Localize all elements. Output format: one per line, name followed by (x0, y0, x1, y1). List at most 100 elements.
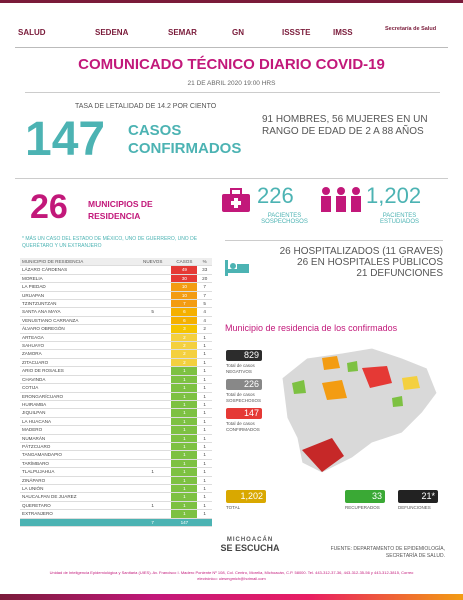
table-row: HUIRAMBA 1 1 (20, 400, 212, 410)
municipio: LÁZARO CÁRDENAS (20, 265, 134, 275)
casos: 6 (171, 316, 198, 326)
municipio: URUAPAN (20, 291, 134, 301)
casos: 10 (171, 282, 198, 292)
pct: 1 (197, 492, 212, 502)
municipio: CHAVINDA (20, 375, 134, 385)
nuevos (134, 299, 172, 309)
table-row: TLALPUJAHUA 1 1 1 (20, 467, 212, 477)
table-row: ZITACUARO 2 1 (20, 358, 212, 368)
studied-number: 1,202 (366, 183, 422, 208)
nuevos (134, 349, 172, 359)
pct: 1 (197, 408, 212, 418)
casos: 1 (171, 442, 198, 452)
casos: 2 (171, 333, 198, 343)
stat-number: 1,202 (226, 490, 266, 503)
casos: 1 (171, 459, 198, 469)
table-row: TARÍMBARO 1 1 (20, 459, 212, 469)
pct: 4 (197, 307, 212, 317)
casos: 1 (171, 425, 198, 435)
nuevos (134, 265, 172, 275)
municipio: PÁTZCUARO (20, 442, 134, 452)
municipio: EXTRANJERO (20, 509, 134, 519)
nuevos (134, 484, 172, 494)
pct: 20 (197, 274, 212, 284)
suspect-icon (222, 188, 250, 212)
casos: 1 (171, 366, 198, 376)
municipio: TZINTZUNTZAN (20, 299, 134, 309)
source: FUENTE: DEPARTAMENTO DE EPIDEMIOLOGÍA, S… (330, 546, 445, 559)
casos: 1 (171, 476, 198, 485)
table-row: TZINTZUNTZAN 7 5 (20, 299, 212, 309)
people-icon (321, 187, 361, 212)
pct: 1 (197, 417, 212, 427)
pct: 1 (197, 383, 212, 393)
rule (15, 47, 448, 48)
column-header: % (197, 258, 212, 267)
column-header: NUEVOS (134, 258, 172, 267)
table-row: LA PIEDAD 10 7 (20, 282, 212, 292)
nuevos (134, 375, 172, 385)
date: 21 DE ABRIL 2020 19:00 HRS (187, 80, 276, 87)
municipalities-label: MUNICIPIOS DE RESIDENCIA (88, 199, 153, 221)
casos: 2 (171, 341, 198, 351)
demographics: 91 HOMBRES, 56 MUJERES EN UN RANGO DE ED… (262, 114, 428, 137)
map-title: Municipio de residencia de los confirmad… (225, 323, 398, 333)
municipalities-number: 26 (30, 188, 68, 226)
nuevos (134, 316, 172, 326)
nuevos (134, 476, 172, 485)
suspected-label: PACIENTES SOSPECHOSOS (261, 213, 308, 225)
bed-icon (225, 260, 249, 276)
casos: 2 (171, 349, 198, 359)
table-row: JIQUILPAN 1 1 (20, 408, 212, 418)
municipio: ZINÁPARO (20, 476, 134, 485)
municipio: SAHUAYO (20, 341, 134, 351)
pct: 1 (197, 459, 212, 469)
table-total: 7 147 (20, 518, 212, 528)
municipio: MORELIA (20, 274, 134, 284)
logo: Secretaría de Salud (385, 26, 437, 32)
hospital-line: 21 DEFUNCIONES (356, 268, 443, 279)
table-row: PÁTZCUARO 1 1 (20, 442, 212, 452)
table-row: SANTA ANA MAYA 5 6 4 (20, 307, 212, 317)
legend-label: Total de casos SOSPECHOSOS (226, 392, 262, 403)
nuevos (134, 408, 172, 418)
municipio: ZITACUARO (20, 358, 134, 368)
table-row: NUMARÁN 1 1 (20, 434, 212, 443)
municipio: JIQUILPAN (20, 408, 134, 418)
lethality: TASA DE LETALIDAD DE 14.2 POR CIENTO (75, 103, 217, 110)
table: MUNICIPIO DE RESIDENCIA NUEVOS CASOS% LÁZAR… (20, 258, 212, 528)
table-row: LA HUACANA 1 1 (20, 417, 212, 427)
table-row: COTIJA 1 1 (20, 383, 212, 393)
pct: 1 (197, 509, 212, 519)
table-row: MADERO 1 1 (20, 425, 212, 435)
pct: 1 (197, 450, 212, 460)
casos: 49 (171, 265, 198, 275)
municipio: LA PIEDAD (20, 282, 134, 292)
table-row: EXTRANJERO 1 1 (20, 509, 212, 519)
pct: 1 (197, 333, 212, 343)
table-row: CHAVINDA 1 1 (20, 375, 212, 385)
rule (225, 240, 443, 241)
address: Unidad de Inteligencia Epidemiológica y … (49, 570, 414, 581)
municipio: ÁLVARO OBREGÓN (20, 324, 134, 334)
map (281, 347, 438, 474)
nuevos (134, 383, 172, 393)
casos: 1 (171, 417, 198, 427)
casos: 1 (171, 400, 198, 410)
table-row: LÁZARO CÁRDENAS 49 33 (20, 265, 212, 275)
municipio: ZAMORA (20, 349, 134, 359)
nuevos (134, 434, 172, 443)
table-row: VENUSTIANO CARRANZA 6 4 (20, 316, 212, 326)
municipio: COTIJA (20, 383, 134, 393)
nuevos (134, 282, 172, 292)
bottom-stripe (0, 594, 463, 600)
nuevos (134, 341, 172, 351)
pct: 1 (197, 341, 212, 351)
pct: 7 (197, 282, 212, 292)
pct: 1 (197, 501, 212, 511)
nuevos (134, 492, 172, 502)
casos: 7 (171, 299, 198, 309)
nuevos: 5 (134, 307, 172, 317)
confirmed-label: CASOS CONFIRMADOS (128, 122, 242, 157)
